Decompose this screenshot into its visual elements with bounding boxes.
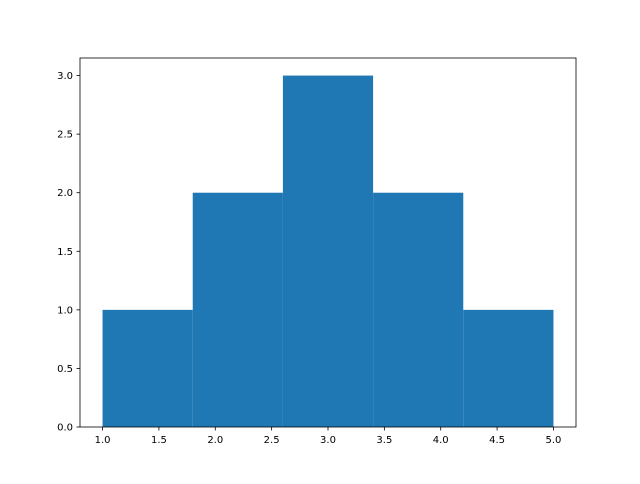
x-tick-label: 4.5 xyxy=(489,435,505,446)
histogram-bar xyxy=(373,192,464,427)
y-tick-label: 2.5 xyxy=(57,130,73,141)
x-tick-label: 2.5 xyxy=(264,435,280,446)
y-tick-label: 0.0 xyxy=(57,423,73,434)
histogram-bar xyxy=(102,309,193,427)
x-tick-label: 3.5 xyxy=(376,435,392,446)
x-tick-label: 1.5 xyxy=(151,435,167,446)
histogram-bar xyxy=(282,75,374,428)
y-tick-label: 0.5 xyxy=(57,364,73,375)
x-tick-label: 2.0 xyxy=(207,435,223,446)
histogram-bar xyxy=(463,309,554,427)
y-tick-label: 2.0 xyxy=(57,188,73,199)
y-tick-label: 1.0 xyxy=(57,305,73,316)
x-tick-label: 3.0 xyxy=(320,435,336,446)
x-tick-label: 4.0 xyxy=(433,435,449,446)
y-tick-label: 3.0 xyxy=(57,71,73,82)
histogram-bar xyxy=(192,192,283,427)
x-tick-label: 5.0 xyxy=(546,435,562,446)
y-tick-label: 1.5 xyxy=(57,247,73,258)
x-tick-label: 1.0 xyxy=(95,435,111,446)
